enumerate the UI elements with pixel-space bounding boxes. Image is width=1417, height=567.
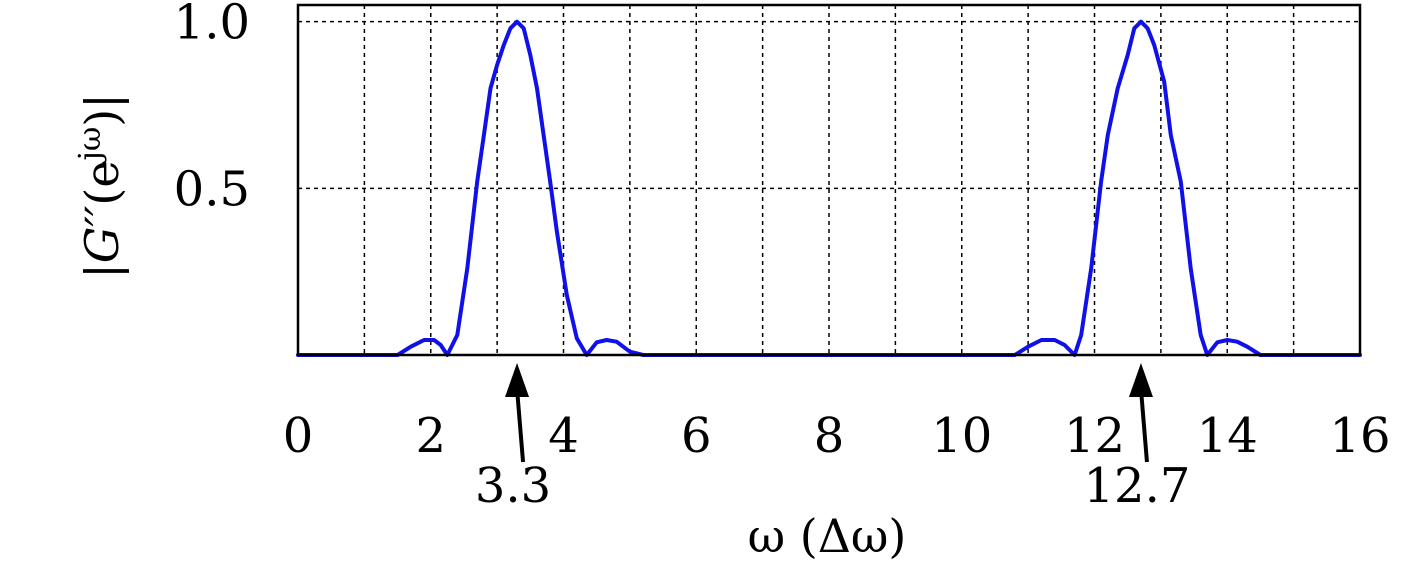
- x-tick-label: 12: [1064, 408, 1125, 464]
- x-tick-labels: 0 2 4 6 8 10 12 14 16: [283, 408, 1391, 464]
- annotation-label: 12.7: [1084, 458, 1191, 514]
- x-tick-label: 10: [931, 408, 992, 464]
- y-tick-label: 0.5: [174, 161, 250, 217]
- x-tick-label: 8: [814, 408, 845, 464]
- annotation-arrow-shaft: [1138, 388, 1149, 463]
- annotation-label: 3.3: [475, 458, 551, 514]
- x-tick-label: 2: [415, 408, 446, 464]
- plot-frame: [296, 3, 1362, 357]
- y-axis-label-bar-left: |: [75, 263, 129, 279]
- y-axis-label-open: (e: [75, 160, 129, 205]
- x-tick-label: 16: [1329, 408, 1390, 464]
- x-tick-label: 4: [548, 408, 579, 464]
- annotation-arrow-head: [1128, 363, 1153, 397]
- annotation-arrow-shaft: [515, 388, 526, 463]
- y-axis-label-sup: jω: [73, 127, 108, 164]
- annotations: 3.3 12.7: [475, 363, 1191, 514]
- y-axis-label-close: ): [75, 109, 129, 127]
- x-tick-label: 6: [681, 408, 712, 464]
- y-axis-label-main: G′′: [75, 205, 129, 263]
- y-tick-labels: 0.5 1.0: [174, 0, 250, 217]
- y-tick-label: 1.0: [174, 0, 250, 51]
- x-tick-label: 14: [1197, 408, 1258, 464]
- x-tick-label: 0: [283, 408, 314, 464]
- grid: [298, 5, 1360, 355]
- y-axis-label: |G′′(ejω)|: [73, 93, 129, 279]
- x-axis-label: ω (Δω): [748, 509, 907, 563]
- annotation-arrow-head: [505, 363, 530, 397]
- y-axis-label-bar-right: |: [75, 93, 129, 109]
- series-line-magnitude: [296, 19, 1362, 357]
